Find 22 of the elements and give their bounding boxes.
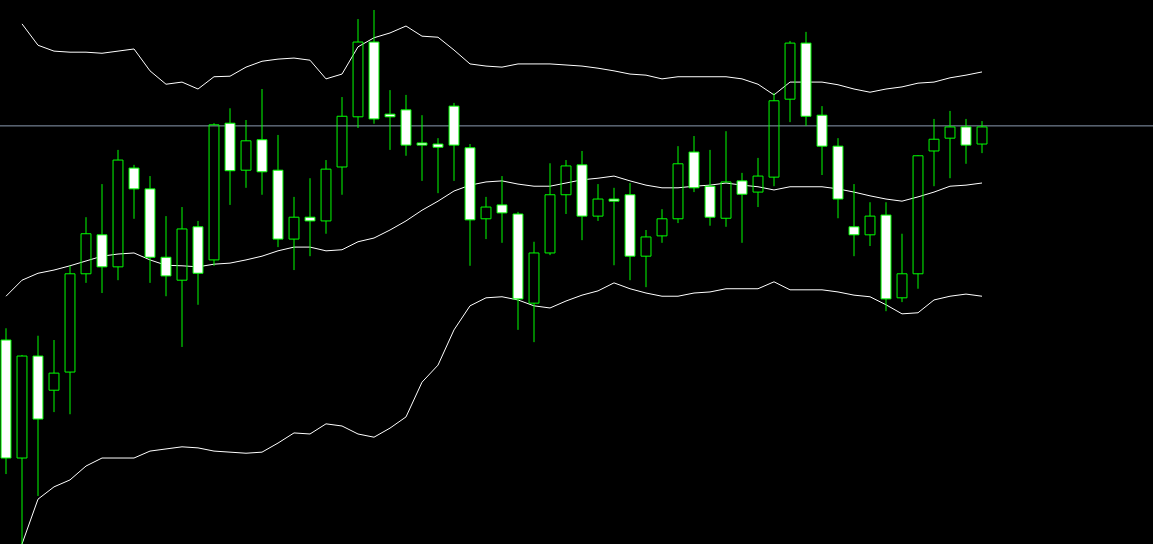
candlestick: [224, 107, 236, 206]
candlestick: [768, 92, 780, 187]
candlestick: [448, 102, 460, 182]
candlestick: [256, 88, 268, 196]
candlestick: [432, 137, 444, 194]
candlestick: [208, 122, 220, 267]
candlestick: [912, 155, 924, 290]
candlestick: [112, 149, 124, 281]
candlestick: [128, 164, 140, 220]
candlestick: [816, 105, 828, 176]
candlestick: [272, 134, 284, 248]
candlestick: [848, 183, 860, 257]
candlestick: [416, 114, 428, 182]
candlestick: [0, 327, 12, 475]
candlestick: [32, 335, 44, 497]
candlestick: [400, 94, 412, 157]
candlestick: [960, 118, 972, 165]
candlestick: [624, 182, 636, 281]
candlestick: [608, 187, 620, 266]
candlestick: [96, 183, 108, 294]
candlestick: [672, 145, 684, 224]
candlestick: [384, 89, 396, 151]
